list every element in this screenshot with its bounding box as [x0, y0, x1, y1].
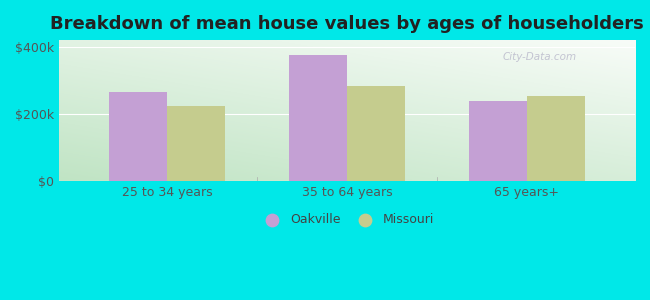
Text: City-Data.com: City-Data.com [502, 52, 577, 62]
Bar [109, 92, 167, 181]
Bar [469, 101, 527, 181]
Bar [527, 96, 584, 181]
Bar [167, 106, 225, 181]
Bar [289, 55, 347, 181]
Legend: Oakville, Missouri: Oakville, Missouri [255, 208, 439, 231]
Bar [347, 86, 404, 181]
Title: Breakdown of mean house values by ages of householders: Breakdown of mean house values by ages o… [50, 15, 644, 33]
